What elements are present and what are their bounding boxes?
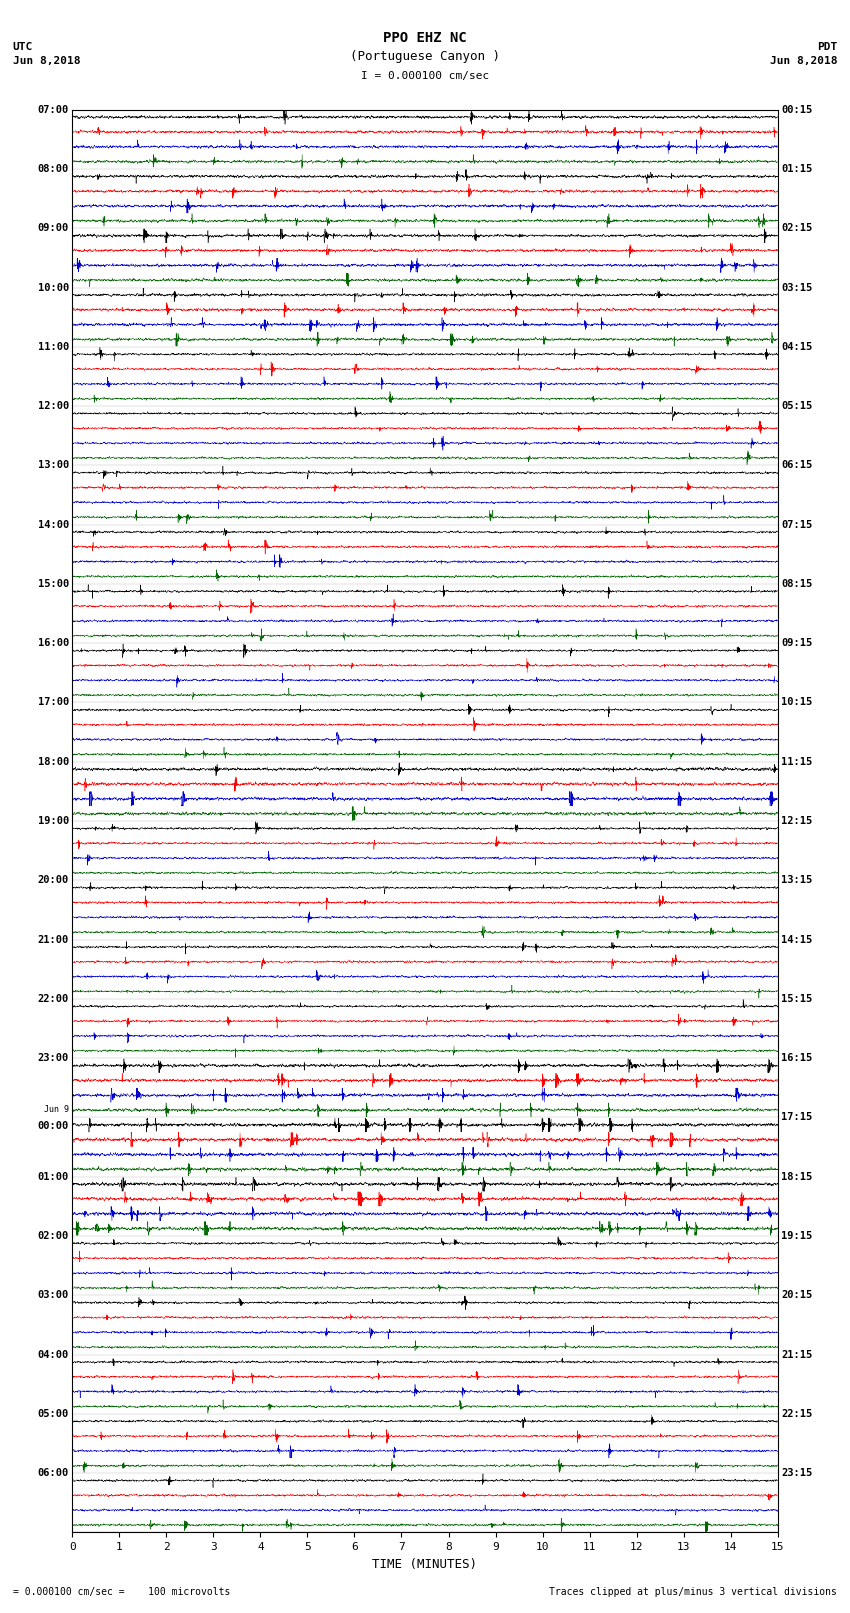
Text: 13:15: 13:15	[781, 876, 813, 886]
Text: 06:15: 06:15	[781, 460, 813, 471]
Text: 18:15: 18:15	[781, 1171, 813, 1182]
Text: Jun 9: Jun 9	[44, 1105, 69, 1115]
Text: 00:00: 00:00	[37, 1121, 69, 1131]
Text: 20:15: 20:15	[781, 1290, 813, 1300]
Text: 18:00: 18:00	[37, 756, 69, 766]
Text: Traces clipped at plus/minus 3 vertical divisions: Traces clipped at plus/minus 3 vertical …	[549, 1587, 837, 1597]
Text: 09:15: 09:15	[781, 639, 813, 648]
Text: 04:15: 04:15	[781, 342, 813, 352]
Text: UTC: UTC	[13, 42, 33, 52]
Text: 22:00: 22:00	[37, 994, 69, 1003]
Text: 00:15: 00:15	[781, 105, 813, 115]
Text: 05:00: 05:00	[37, 1408, 69, 1419]
Text: 17:00: 17:00	[37, 697, 69, 708]
Text: 07:00: 07:00	[37, 105, 69, 115]
Text: 08:00: 08:00	[37, 165, 69, 174]
X-axis label: TIME (MINUTES): TIME (MINUTES)	[372, 1558, 478, 1571]
Text: = 0.000100 cm/sec =    100 microvolts: = 0.000100 cm/sec = 100 microvolts	[13, 1587, 230, 1597]
Text: PPO EHZ NC: PPO EHZ NC	[383, 31, 467, 45]
Text: 14:00: 14:00	[37, 519, 69, 529]
Text: 03:15: 03:15	[781, 282, 813, 292]
Text: 08:15: 08:15	[781, 579, 813, 589]
Text: 16:00: 16:00	[37, 639, 69, 648]
Text: 23:15: 23:15	[781, 1468, 813, 1478]
Text: 23:00: 23:00	[37, 1053, 69, 1063]
Text: 05:15: 05:15	[781, 402, 813, 411]
Text: 11:00: 11:00	[37, 342, 69, 352]
Text: 21:00: 21:00	[37, 934, 69, 945]
Text: 13:00: 13:00	[37, 460, 69, 471]
Text: I = 0.000100 cm/sec: I = 0.000100 cm/sec	[361, 71, 489, 81]
Text: 21:15: 21:15	[781, 1350, 813, 1360]
Text: 15:00: 15:00	[37, 579, 69, 589]
Text: 06:00: 06:00	[37, 1468, 69, 1478]
Text: 19:15: 19:15	[781, 1231, 813, 1240]
Text: 02:15: 02:15	[781, 223, 813, 234]
Text: 14:15: 14:15	[781, 934, 813, 945]
Text: 01:00: 01:00	[37, 1171, 69, 1182]
Text: (Portuguese Canyon ): (Portuguese Canyon )	[350, 50, 500, 63]
Text: Jun 8,2018: Jun 8,2018	[13, 56, 80, 66]
Text: 12:15: 12:15	[781, 816, 813, 826]
Text: PDT: PDT	[817, 42, 837, 52]
Text: 01:15: 01:15	[781, 165, 813, 174]
Text: 04:00: 04:00	[37, 1350, 69, 1360]
Text: 19:00: 19:00	[37, 816, 69, 826]
Text: 10:15: 10:15	[781, 697, 813, 708]
Text: 15:15: 15:15	[781, 994, 813, 1003]
Text: 11:15: 11:15	[781, 756, 813, 766]
Text: 02:00: 02:00	[37, 1231, 69, 1240]
Text: 10:00: 10:00	[37, 282, 69, 292]
Text: 12:00: 12:00	[37, 402, 69, 411]
Text: 03:00: 03:00	[37, 1290, 69, 1300]
Text: 09:00: 09:00	[37, 223, 69, 234]
Text: 17:15: 17:15	[781, 1113, 813, 1123]
Text: 16:15: 16:15	[781, 1053, 813, 1063]
Text: 22:15: 22:15	[781, 1408, 813, 1419]
Text: 07:15: 07:15	[781, 519, 813, 529]
Text: Jun 8,2018: Jun 8,2018	[770, 56, 837, 66]
Text: 20:00: 20:00	[37, 876, 69, 886]
